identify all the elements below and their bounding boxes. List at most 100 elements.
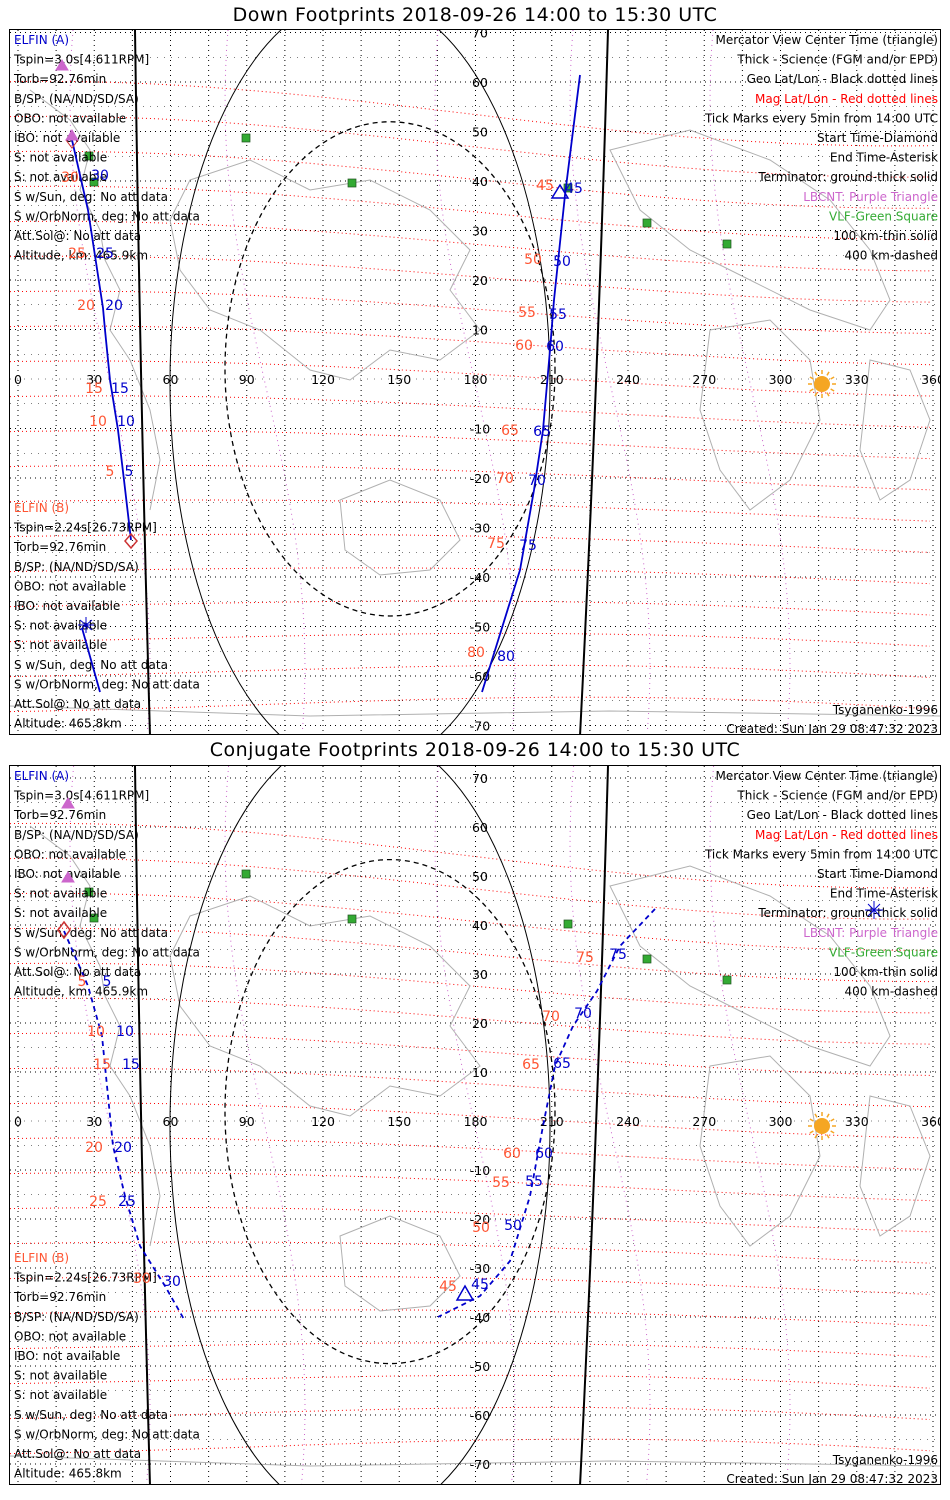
info-elfin-a-line: OBO: not available	[14, 847, 126, 861]
conjugate-footprints-map[interactable]: 0 30 60 90 120 150 180 210 240 270 300 330 360 70 60 50…	[9, 765, 941, 1485]
info-elfin-a-line: S w/OrbNorm, deg: No att data	[14, 945, 200, 959]
elfin-b-start-diamond	[57, 920, 71, 940]
mag-lat-gridline	[10, 567, 931, 585]
elfin-b-time-tick: 5	[125, 464, 134, 480]
down-footprints-map[interactable]: 0 30 60 90 120 150 180 210 240 270 300 330 360 70 60 50…	[9, 29, 941, 735]
lon-tick-label: 120	[311, 372, 335, 387]
mag-lat-gridline	[10, 1438, 931, 1455]
elfin-a-mag-tick: 50	[472, 1220, 490, 1236]
mag-lon-gridline	[69, 766, 151, 1484]
terminator-line	[579, 766, 609, 1484]
elfin-b-down-track	[71, 139, 132, 541]
info-elfin-a-line: S w/Sun, deg: No att data	[14, 190, 168, 204]
lat-tick-label: -40	[470, 570, 490, 585]
lon-tick-label: 0	[14, 1114, 22, 1129]
info-elfin-a-line: OBO: not available	[14, 111, 126, 125]
mag-lat-gridline	[10, 1374, 931, 1389]
mag-lat-gridline	[10, 1275, 931, 1295]
mag-lat-gridline	[10, 892, 930, 951]
mag-lat-gridline	[10, 1406, 931, 1420]
lat-tick-label: 30	[472, 967, 488, 982]
elfin-b-mag-tick: 25	[68, 246, 86, 262]
terminator-line	[134, 766, 151, 1484]
lat-tick-label: 60	[472, 75, 488, 90]
info-elfin-a-line: S: not available	[14, 170, 107, 184]
lat-tick-label: 40	[472, 174, 488, 189]
sun-ray	[814, 392, 818, 397]
mag-lat-gridline	[10, 997, 931, 1045]
vlf-station-marker	[89, 913, 99, 923]
info-elfin-a-line: Altitude, km: 465.9km	[14, 985, 148, 999]
elfin-a-time-tick: 45	[471, 1277, 489, 1293]
mag-lon-gridline	[434, 766, 516, 1484]
elfin-b-mag-tick: 25	[89, 1194, 107, 1210]
created-timestamp: Created: Sun Jan 29 08:47:32 2023	[726, 722, 938, 735]
elfin-a-mag-tick: 55	[518, 305, 536, 321]
mag-lon-gridline	[224, 30, 306, 731]
vlf-station-marker	[722, 239, 732, 249]
elfin-a-time-tick: 65	[553, 1056, 571, 1072]
mag-lon-gridline	[709, 766, 791, 1484]
elfin-b-time-tick: 25	[118, 1194, 136, 1210]
info-elfin-b-line: Att.Sol@: No att data	[14, 1447, 141, 1461]
lon-tick-label: 270	[692, 1114, 716, 1129]
lat-tick-label: -70	[470, 719, 490, 734]
fov-400km-outline	[224, 121, 556, 617]
lon-tick-label: 30	[86, 1114, 102, 1129]
elfin-a-mag-tick: 70	[496, 471, 514, 487]
vlf-station-marker	[241, 133, 251, 143]
lat-tick-label: 10	[472, 1065, 488, 1080]
lat-tick-label: -50	[470, 1359, 490, 1374]
lat-tick-label: -60	[470, 1408, 490, 1423]
lat-tick-label: 20	[472, 1016, 488, 1031]
created-timestamp: Created: Sun Jan 29 08:47:32 2023	[726, 1472, 938, 1485]
lon-tick-label: 90	[239, 1114, 255, 1129]
lon-tick-label: 300	[769, 372, 793, 387]
sun-ray	[830, 1130, 835, 1134]
vlf-station-marker	[642, 954, 652, 964]
legend-line: Geo Lat/Lon - Black dotted lines	[747, 72, 938, 86]
lat-tick-label: -40	[470, 1310, 490, 1325]
info-elfin-b-line: Altitude: 465.8km	[14, 717, 122, 731]
lat-tick-label: 20	[472, 273, 488, 288]
elfin-a-mag-tick: 60	[503, 1146, 521, 1162]
lon-tick-label: 240	[616, 372, 640, 387]
info-elfin-a-line: ELFIN (A)	[14, 769, 69, 783]
lon-tick-label: 30	[86, 372, 102, 387]
elfin-b-mag-tick: 15	[85, 381, 103, 397]
coastline	[339, 479, 461, 576]
info-elfin-b-line: Torb=92.76min	[13, 540, 106, 554]
elfin-a-mag-tick: 70	[542, 1009, 560, 1025]
elfin-a-time-tick: 70	[574, 1006, 592, 1022]
coastline	[339, 1215, 461, 1312]
mag-lat-gridline	[10, 325, 931, 366]
elfin-b-time-tick: 20	[105, 298, 123, 314]
coastline	[29, 825, 161, 1247]
info-elfin-a-line: B/SP: (NA/ND/SD/SA)	[14, 92, 139, 106]
vlf-station-marker	[347, 178, 357, 188]
mag-lat-gridline	[10, 1032, 931, 1076]
elfin-a-time-tick: 75	[609, 947, 627, 963]
info-elfin-b-line: S w/OrbNorm, deg: No att data	[14, 677, 200, 691]
lat-tick-label: -20	[470, 1212, 490, 1227]
mag-lat-gridline	[10, 115, 931, 178]
sun-ray	[809, 1118, 814, 1122]
elfin-a-mag-tick: 45	[439, 1279, 457, 1295]
sun-ray	[826, 392, 830, 397]
lon-tick-label: 60	[163, 372, 179, 387]
mag-lon-gridline	[709, 30, 791, 731]
elfin-a-center-triangle	[550, 183, 570, 199]
elfin-a-time-tick: 45	[565, 181, 583, 197]
elfin-a-mag-tick: 80	[467, 645, 485, 661]
sun-ray	[830, 388, 835, 392]
mag-lat-gridline	[10, 1309, 931, 1327]
elfin-a-time-tick: 50	[504, 1218, 522, 1234]
fov-100km-outline	[169, 766, 551, 1484]
legend-line: Geo Lat/Lon - Black dotted lines	[747, 808, 938, 822]
coastline	[609, 129, 891, 331]
coastline	[609, 865, 891, 1067]
lon-tick-label: 360	[921, 372, 941, 387]
elfin-a-mag-tick: 75	[487, 536, 505, 552]
info-elfin-b-line: S: not available	[14, 1388, 107, 1402]
lat-tick-label: 30	[472, 224, 488, 239]
